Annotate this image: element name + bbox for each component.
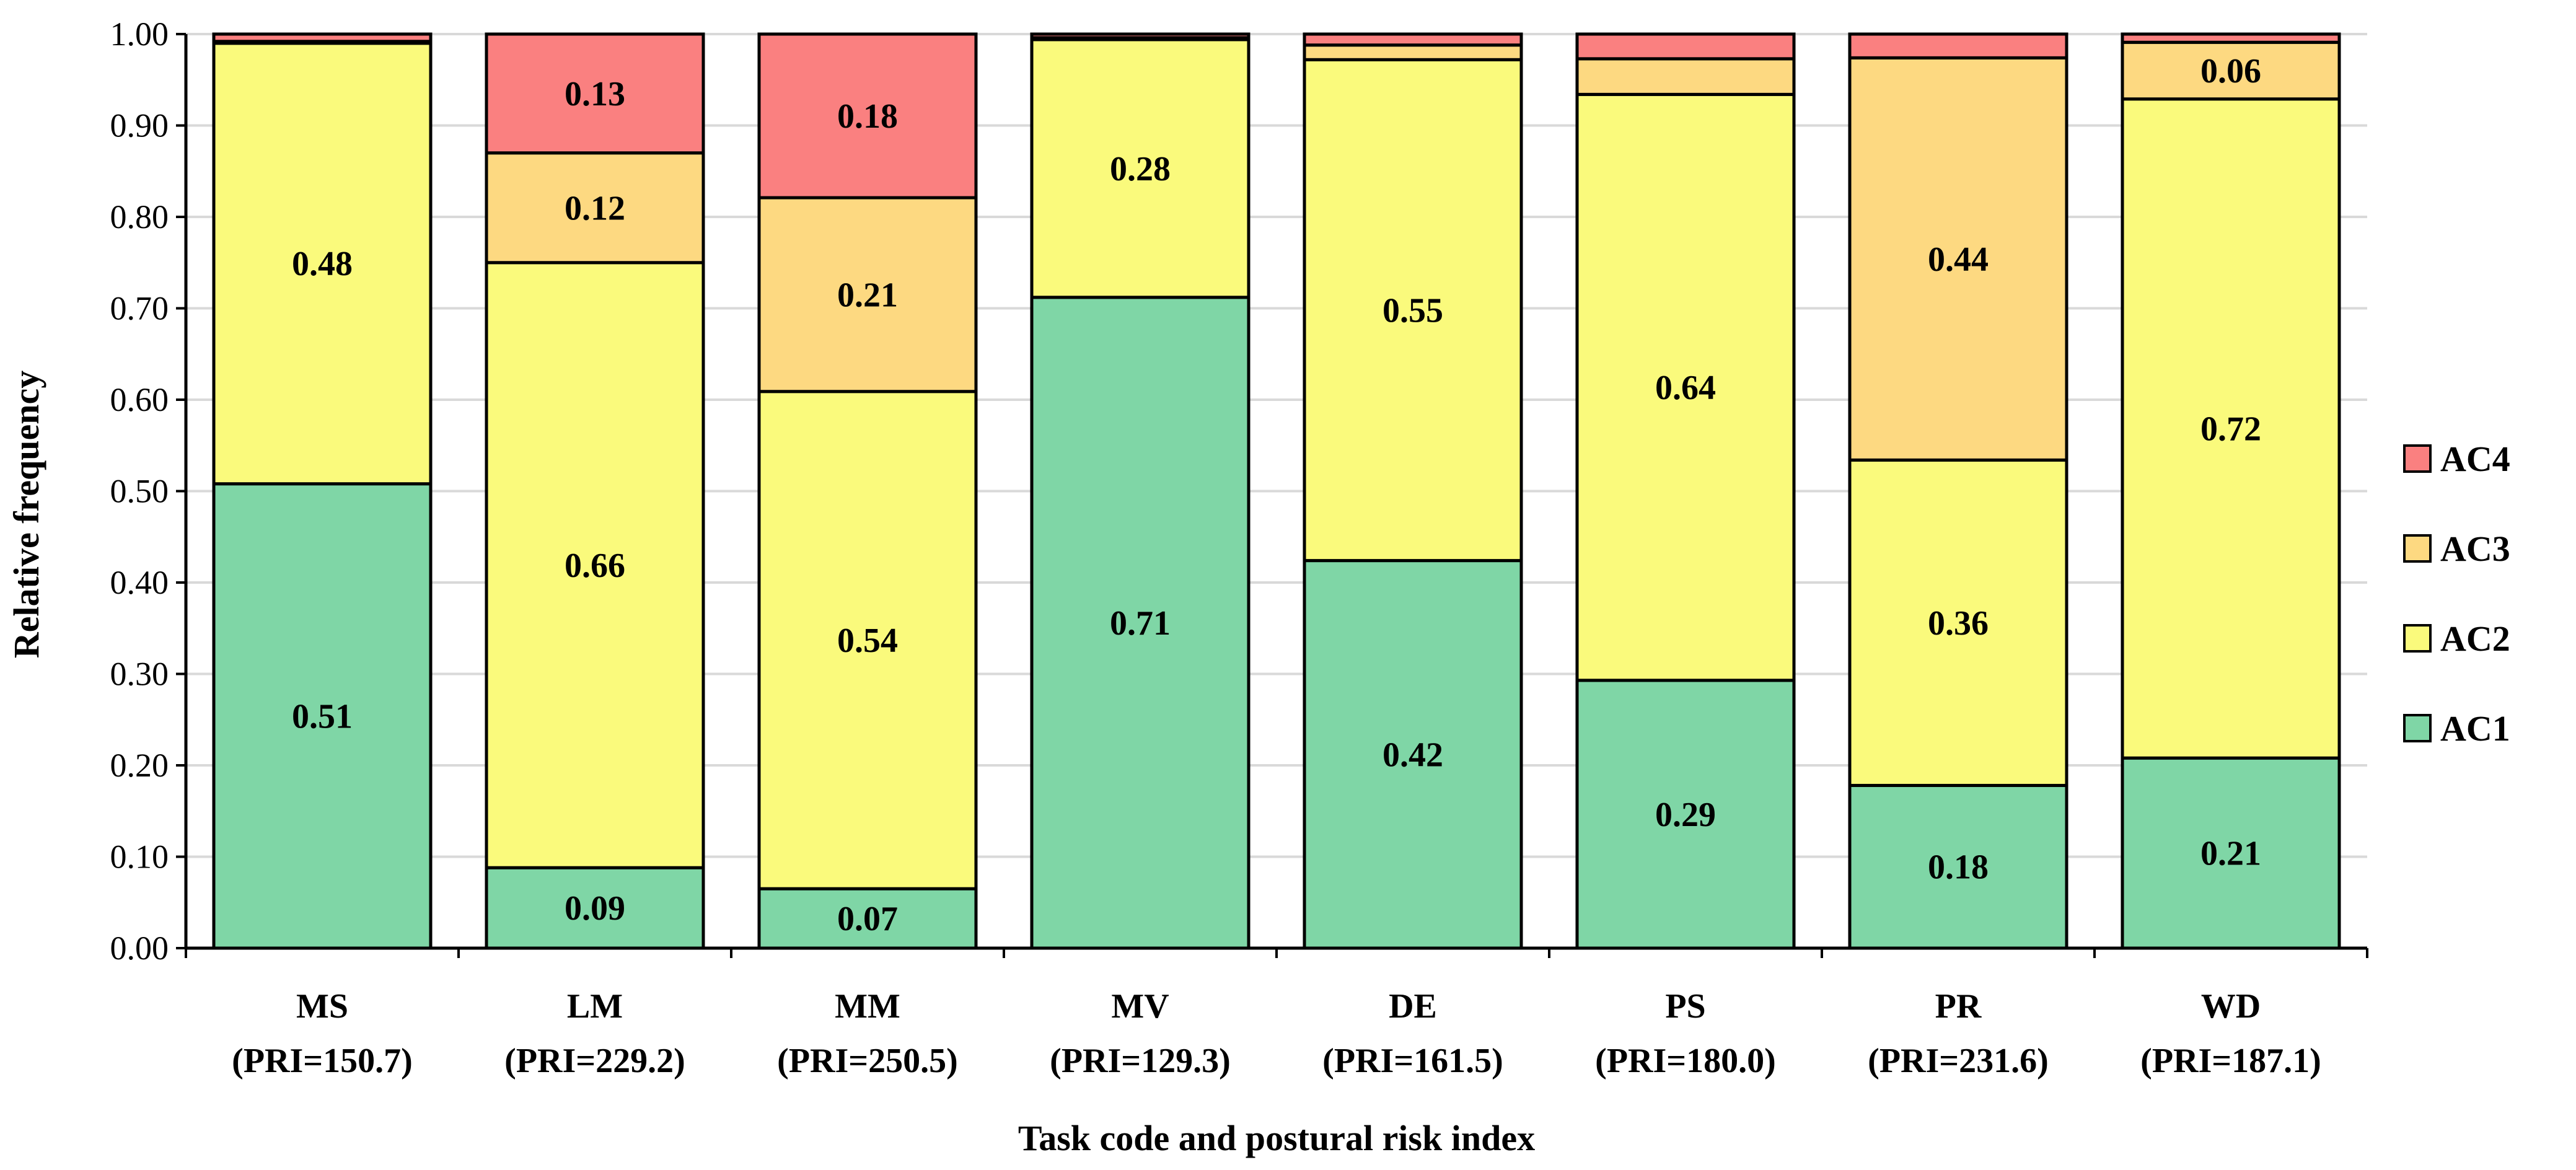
legend-label-ac1: AC1 — [2440, 708, 2510, 749]
data-labels: 0.51 0.48 0.09 0.66 0.12 0.13 0.07 0.54 0.21 0.18… — [292, 52, 2261, 938]
bar-ac2-mv — [1030, 38, 1251, 299]
y-tick-label: 0.10 — [110, 838, 169, 876]
data-label: 0.72 — [2200, 410, 2261, 448]
data-label: 0.28 — [1110, 150, 1171, 188]
x-tick-label-code: PR — [1935, 987, 1982, 1026]
bar-ac1-de — [1303, 559, 1523, 950]
y-tick-label: 0.30 — [110, 656, 169, 693]
y-tick-label: 0.50 — [110, 473, 169, 510]
data-label: 0.07 — [837, 900, 898, 938]
bar-ac4-lm — [485, 32, 705, 155]
x-tick-label-code: MV — [1111, 987, 1169, 1026]
data-label: 0.09 — [565, 889, 625, 928]
data-label: 0.54 — [837, 622, 898, 660]
y-tick-label: 0.00 — [110, 930, 169, 967]
bar-ac2-lm — [485, 261, 705, 869]
bar-ac4-wd — [2121, 32, 2341, 44]
legend-label-ac4: AC4 — [2440, 439, 2510, 479]
data-label: 0.48 — [292, 245, 353, 283]
data-label: 0.29 — [1655, 796, 1716, 834]
legend-swatch-ac1 — [2403, 714, 2432, 742]
y-axis-title: Relative frequency — [6, 371, 46, 658]
legend-swatch-ac2 — [2403, 624, 2432, 653]
x-tick-label-pri: (PRI=187.1) — [2140, 1042, 2321, 1080]
legend-label-ac2: AC2 — [2440, 618, 2510, 659]
bar-ac1-mm — [757, 887, 978, 950]
bar-ac2-ms — [212, 42, 433, 486]
bar-ac2-wd — [2121, 97, 2341, 760]
x-tick-label-pri: (PRI=231.6) — [1868, 1042, 2049, 1080]
bar-ac1-wd — [2121, 756, 2341, 950]
data-label: 0.51 — [292, 697, 353, 736]
bar-ac2-pr — [1848, 458, 2068, 787]
y-tick-label: 0.80 — [110, 198, 169, 235]
legend-label-ac3: AC3 — [2440, 529, 2510, 569]
data-label: 0.44 — [1928, 240, 1989, 279]
bars — [212, 32, 2341, 950]
y-tick-label: 0.90 — [110, 107, 169, 144]
x-tick-label-pri: (PRI=150.7) — [232, 1042, 413, 1080]
x-tick-label-code: LM — [567, 987, 623, 1026]
data-label: 0.18 — [837, 97, 898, 136]
y-tick-label: 1.00 — [110, 15, 169, 53]
legend-swatch-ac3 — [2403, 534, 2432, 563]
data-label: 0.18 — [1928, 848, 1989, 887]
data-label: 0.21 — [837, 276, 898, 314]
bar-ac2-ps — [1575, 92, 1796, 682]
data-label: 0.21 — [2200, 835, 2261, 873]
y-tick-labels: 0.00 0.10 0.20 0.30 0.40 0.50 0.60 0.70 0.80 0.90… — [110, 15, 186, 967]
data-label: 0.13 — [565, 75, 625, 113]
data-label: 0.55 — [1383, 291, 1443, 330]
legend: AC4 AC3 AC2 AC1 — [2403, 439, 2510, 749]
bar-ac1-mv — [1030, 296, 1251, 950]
data-label: 0.64 — [1655, 369, 1716, 407]
x-axis-title: Task code and postural risk index — [1018, 1118, 1535, 1158]
bar-ac4-mv — [1030, 32, 1251, 40]
y-tick-label: 0.60 — [110, 381, 169, 418]
data-label: 0.71 — [1110, 604, 1171, 643]
x-tick-label-pri: (PRI=161.5) — [1322, 1042, 1503, 1080]
x-tick-label-code: PS — [1665, 987, 1705, 1026]
legend-swatch-ac4 — [2403, 444, 2432, 473]
x-tick-label-pri: (PRI=180.0) — [1595, 1042, 1776, 1080]
data-label: 0.36 — [1928, 604, 1989, 643]
data-label: 0.42 — [1383, 736, 1443, 774]
y-tick-label: 0.70 — [110, 290, 169, 327]
bar-ac3-wd — [2121, 40, 2341, 101]
bar-ac3-ps — [1575, 57, 1796, 96]
bar-ac3-mm — [757, 196, 978, 394]
x-tick-label-code: MS — [296, 987, 348, 1026]
bar-ac4-ps — [1575, 32, 1796, 61]
y-tick-label: 0.40 — [110, 564, 169, 601]
bar-ac3-de — [1303, 43, 1523, 61]
bar-ac2-mm — [757, 390, 978, 891]
x-tick-labels: MS (PRI=150.7) LM (PRI=229.2) MM (PRI=250.5) M… — [232, 987, 2321, 1080]
bar-ac3-pr — [1848, 56, 2068, 462]
x-tick-label-code: DE — [1389, 987, 1437, 1026]
bar-ac3-lm — [485, 151, 705, 265]
data-label: 0.66 — [565, 547, 625, 585]
data-label: 0.12 — [565, 189, 625, 227]
bar-ac4-ms — [212, 32, 433, 43]
y-tick-label: 0.20 — [110, 747, 169, 784]
x-tick-label-pri: (PRI=250.5) — [777, 1042, 958, 1080]
x-tick-label-pri: (PRI=129.3) — [1050, 1042, 1231, 1080]
x-tick-label-code: MM — [835, 987, 900, 1026]
x-tick-label-pri: (PRI=229.2) — [504, 1042, 685, 1080]
x-tick-label-code: WD — [2201, 987, 2261, 1026]
bar-ac4-de — [1303, 32, 1523, 47]
bar-ac4-pr — [1848, 32, 2068, 59]
bar-ac4-mm — [757, 32, 978, 200]
data-label: 0.06 — [2200, 52, 2261, 90]
